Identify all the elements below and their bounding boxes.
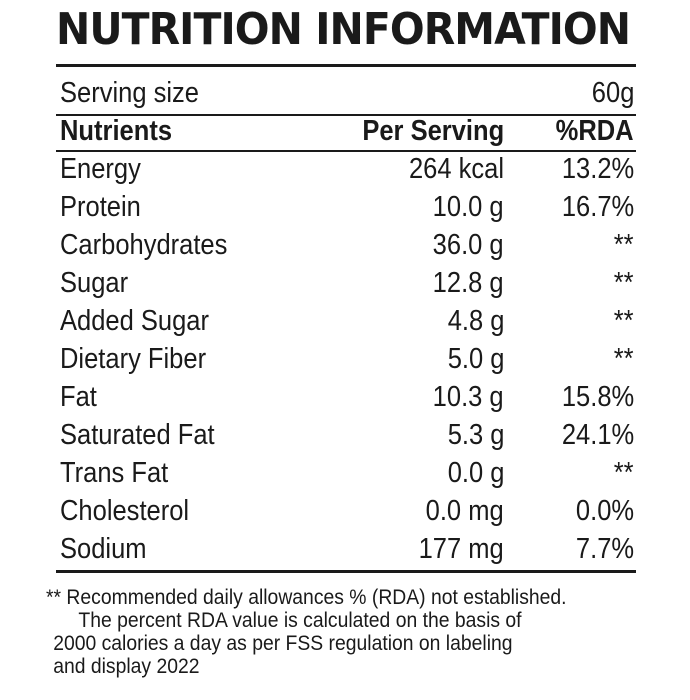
nutrient-row: Trans Fat 0.0 g **: [60, 454, 634, 492]
nutrient-name: Energy: [60, 153, 141, 185]
serving-size-label: Serving size: [60, 77, 200, 109]
nutrient-name: Dietary Fiber: [60, 343, 207, 375]
nutrition-table: Serving size 60g Nutrients Per Serving %…: [56, 64, 636, 573]
nutrient-row: Energy 264 kcal 13.2%: [60, 150, 634, 188]
nutrient-row: Sodium 177 mg 7.7%: [60, 530, 634, 568]
serving-size-row: Serving size 60g: [60, 74, 634, 112]
nutrient-rda: 13.2%: [561, 153, 634, 185]
nutrient-value: 5.3 g: [447, 419, 504, 451]
nutrient-name: Trans Fat: [60, 457, 169, 489]
nutrient-row: Sugar 12.8 g **: [60, 264, 634, 302]
nutrient-value: 36.0 g: [433, 229, 504, 261]
footnote-line: ** Recommended daily allowances % (RDA) …: [46, 585, 567, 609]
nutrient-value: 177 mg: [418, 533, 504, 565]
nutrient-rda: **: [614, 457, 634, 489]
nutrient-row: Carbohydrates 36.0 g **: [60, 226, 634, 264]
serving-rule: [56, 114, 636, 116]
nutrient-row: Dietary Fiber 5.0 g **: [60, 340, 634, 378]
nutrient-row: Saturated Fat 5.3 g 24.1%: [60, 416, 634, 454]
nutrient-name: Cholesterol: [60, 495, 190, 527]
nutrient-rda: **: [614, 305, 634, 337]
nutrient-rda: 24.1%: [561, 419, 634, 451]
nutrient-rda: 7.7%: [575, 533, 634, 565]
footnote-line: and display 2022: [53, 654, 200, 678]
bottom-rule: [56, 570, 636, 573]
nutrient-name: Sodium: [60, 533, 147, 565]
nutrient-name: Fat: [60, 381, 97, 413]
nutrient-value: 0.0 mg: [425, 495, 504, 527]
nutrient-name: Carbohydrates: [60, 229, 228, 261]
serving-size-value: 60g: [591, 77, 634, 109]
nutrient-value: 4.8 g: [447, 305, 504, 337]
nutrient-rda: **: [614, 343, 634, 375]
footnote-line: The percent RDA value is calculated on t…: [78, 608, 522, 632]
nutrient-value: 12.8 g: [433, 267, 504, 299]
header-rule: [56, 150, 636, 152]
footnote: ** Recommended daily allowances % (RDA) …: [46, 586, 642, 678]
nutrient-row: Added Sugar 4.8 g **: [60, 302, 634, 340]
header-per-serving: Per Serving: [362, 115, 504, 147]
label-title: NUTRITION INFORMATION: [56, 4, 631, 55]
nutrient-rda: 16.7%: [561, 191, 634, 223]
nutrient-row: Protein 10.0 g 16.7%: [60, 188, 634, 226]
nutrient-rda: **: [614, 229, 634, 261]
nutrient-value: 5.0 g: [447, 343, 504, 375]
header-nutrients: Nutrients: [60, 115, 173, 147]
nutrient-rda: 0.0%: [575, 495, 634, 527]
header-row: Nutrients Per Serving %RDA: [60, 112, 634, 150]
nutrient-value: 264 kcal: [408, 153, 504, 185]
top-rule: [56, 64, 636, 67]
nutrient-name: Sugar: [60, 267, 129, 299]
header-rda: %RDA: [556, 115, 634, 147]
nutrient-name: Added Sugar: [60, 305, 209, 337]
nutrient-value: 10.0 g: [433, 191, 504, 223]
footnote-line: 2000 calories a day as per FSS regulatio…: [53, 631, 513, 655]
nutrient-value: 10.3 g: [433, 381, 504, 413]
nutrient-name: Saturated Fat: [60, 419, 215, 451]
nutrient-name: Protein: [60, 191, 141, 223]
nutrient-rda: 15.8%: [561, 381, 634, 413]
nutrient-row: Fat 10.3 g 15.8%: [60, 378, 634, 416]
nutrient-row: Cholesterol 0.0 mg 0.0%: [60, 492, 634, 530]
nutrient-rda: **: [614, 267, 634, 299]
nutrient-value: 0.0 g: [447, 457, 504, 489]
